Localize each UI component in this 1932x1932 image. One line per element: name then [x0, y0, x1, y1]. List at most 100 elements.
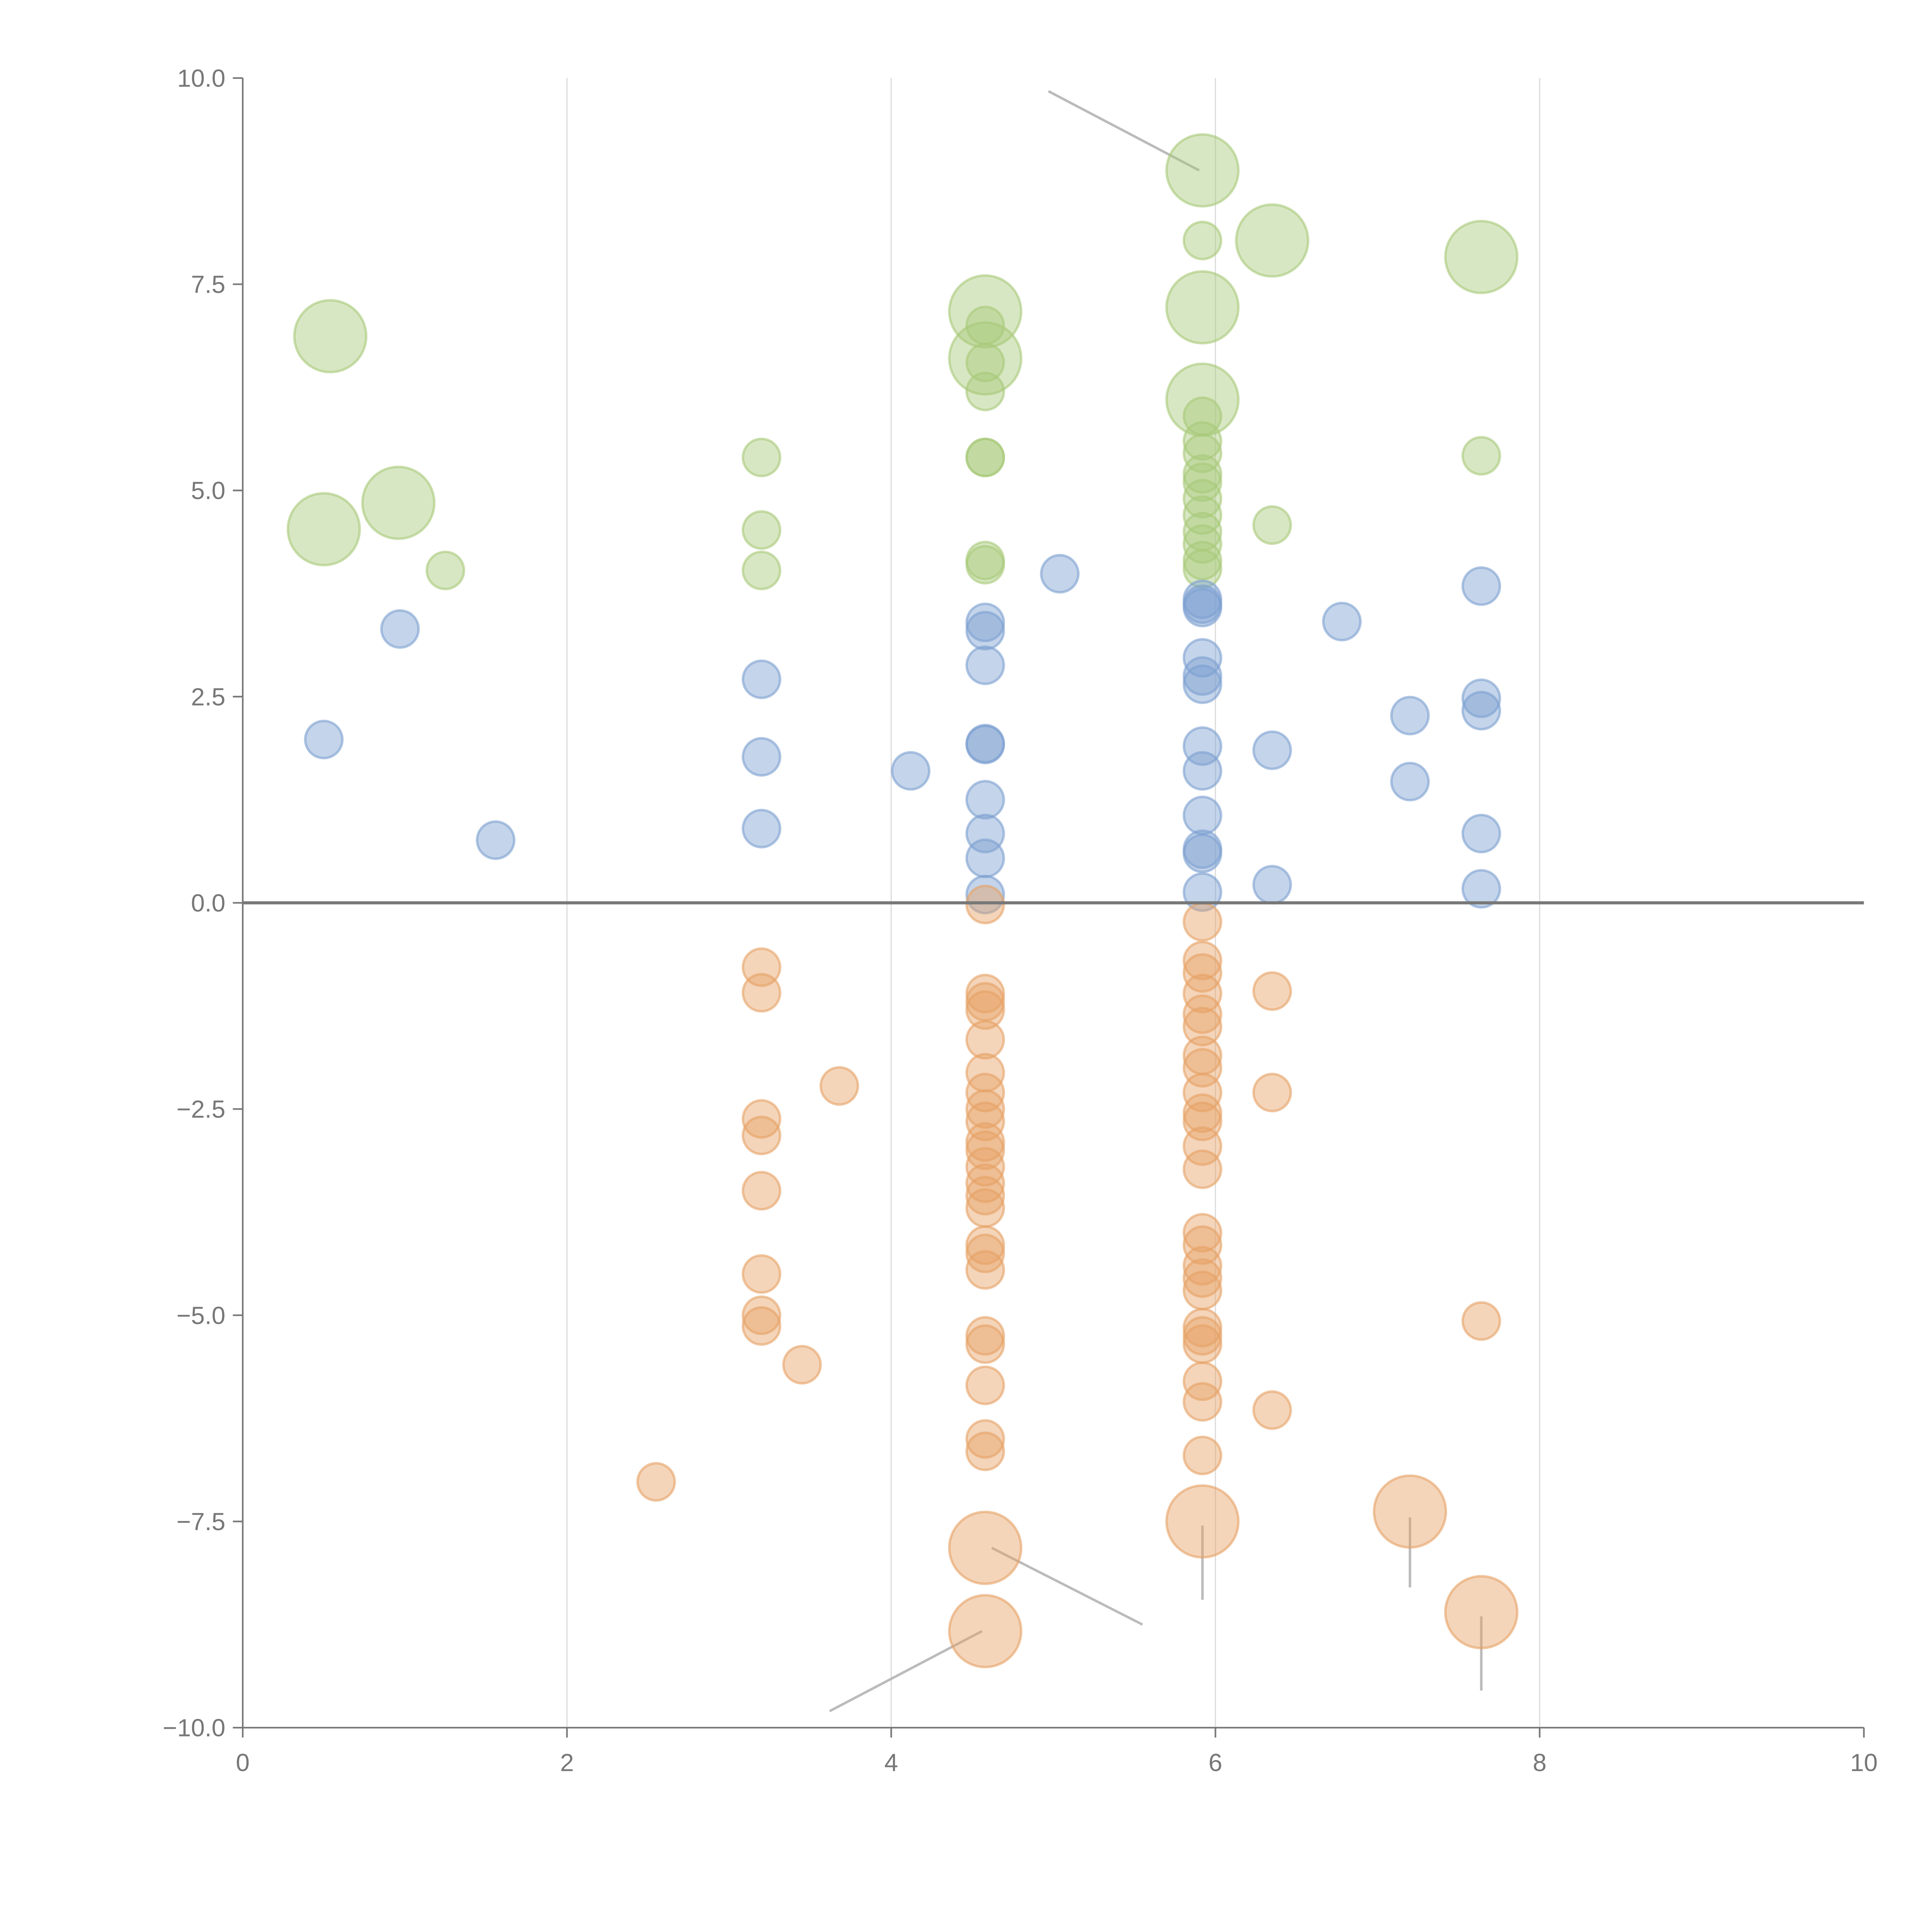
green-point: [965, 371, 1005, 412]
orange-point: [1182, 1258, 1223, 1298]
orange-point: [742, 1295, 782, 1335]
blue-point: [1040, 554, 1080, 594]
y-tick-label: 10.0: [177, 64, 226, 92]
green-point: [286, 492, 361, 566]
orange-point: [782, 1345, 822, 1385]
orange-point: [1252, 1390, 1292, 1430]
orange-point: [1182, 1213, 1223, 1253]
blue-point: [1182, 656, 1223, 696]
green-point: [1182, 541, 1223, 580]
green-point: [1165, 133, 1240, 208]
green-point: [1182, 221, 1223, 260]
x-tick-label: 4: [884, 1748, 898, 1776]
green-point: [1182, 433, 1223, 473]
green-point: [1461, 436, 1501, 476]
orange-point: [1372, 1474, 1447, 1549]
orange-point: [965, 1431, 1005, 1471]
blue-point: [1390, 762, 1430, 802]
green-point: [742, 510, 782, 550]
y-tick-label: 0.0: [191, 889, 225, 917]
blue-point: [891, 751, 931, 791]
orange-point: [1182, 1435, 1223, 1476]
green-point: [1182, 495, 1223, 535]
orange-point: [1444, 1575, 1519, 1650]
blue-point: [965, 602, 1005, 643]
orange-point: [1182, 1270, 1223, 1311]
blue-point: [476, 820, 515, 860]
blue-point: [1390, 696, 1430, 736]
blue-point: [1322, 602, 1362, 641]
x-tick-label: 0: [236, 1748, 250, 1776]
green-point: [1182, 462, 1223, 502]
green-point: [742, 437, 782, 478]
blue-point: [742, 659, 782, 699]
green-point: [965, 437, 1005, 478]
blue-point: [304, 719, 344, 760]
orange-point: [1461, 1301, 1501, 1341]
orange-point: [965, 1130, 1005, 1170]
x-tick-label: 8: [1533, 1748, 1547, 1776]
orange-point: [742, 1116, 782, 1155]
orange-point: [1182, 1007, 1223, 1047]
orange-point: [1182, 1073, 1223, 1112]
orange-point: [1182, 974, 1223, 1014]
orange-point: [1182, 1324, 1223, 1364]
green-point: [1182, 421, 1223, 461]
blue-point: [1461, 678, 1501, 718]
orange-point: [948, 1510, 1022, 1585]
orange-point: [948, 1594, 1022, 1668]
green-point: [361, 466, 436, 540]
orange-point: [1182, 994, 1223, 1034]
orange-point: [965, 1020, 1005, 1060]
orange-point: [1182, 1149, 1223, 1189]
orange-point: [965, 1176, 1005, 1216]
orange-point: [1182, 1308, 1223, 1348]
orange-point: [1252, 1073, 1292, 1112]
y-tick-label: −2.5: [177, 1095, 226, 1123]
y-tick-label: −10.0: [163, 1714, 225, 1742]
leader-line: [829, 1630, 983, 1713]
blue-point: [380, 609, 420, 649]
orange-point: [742, 1254, 782, 1294]
orange-point: [1182, 902, 1223, 942]
green-point: [742, 551, 782, 590]
blue-point: [742, 737, 782, 777]
y-tick-label: 2.5: [191, 683, 225, 711]
orange-point: [1182, 1316, 1223, 1356]
orange-point: [1165, 1484, 1240, 1559]
green-point: [1182, 479, 1223, 519]
orange-point: [1182, 940, 1223, 981]
green-point: [293, 299, 367, 374]
orange-point: [965, 1101, 1005, 1141]
green-point: [965, 545, 1005, 585]
x-tick-label: 6: [1209, 1748, 1223, 1776]
green-point: [1252, 505, 1292, 545]
orange-point: [965, 1073, 1005, 1112]
blue-point: [1182, 795, 1223, 835]
leader-line: [1048, 90, 1200, 172]
orange-point: [965, 1233, 1005, 1274]
blue-point: [1182, 751, 1223, 791]
blue-point: [965, 611, 1005, 651]
data-points: [286, 133, 1519, 1668]
blue-point: [1182, 664, 1223, 704]
green-point: [1444, 219, 1519, 294]
leader-lines: [829, 90, 1483, 1713]
orange-point: [1182, 1225, 1223, 1265]
y-tick-label: 5.0: [191, 477, 225, 505]
orange-point: [965, 974, 1005, 1014]
x-tick-label: 10: [1850, 1748, 1878, 1776]
x-tick-label: 2: [560, 1748, 574, 1776]
orange-point: [965, 1366, 1005, 1405]
orange-point: [965, 884, 1005, 925]
orange-point: [965, 990, 1005, 1030]
axes: 0 2 4 6 8 10 10.0 7.5 5.0 2.5 0.0 −2.5 −5.0 −7.5 −10.0: [163, 64, 1878, 1776]
orange-point: [1182, 1093, 1223, 1133]
orange-point: [965, 1089, 1005, 1129]
y-tick-label: −7.5: [177, 1508, 226, 1536]
blue-point: [965, 838, 1005, 878]
y-tick-label: 7.5: [191, 270, 225, 298]
green-point: [1235, 203, 1310, 278]
green-point: [965, 306, 1005, 345]
orange-point: [1182, 1361, 1223, 1401]
